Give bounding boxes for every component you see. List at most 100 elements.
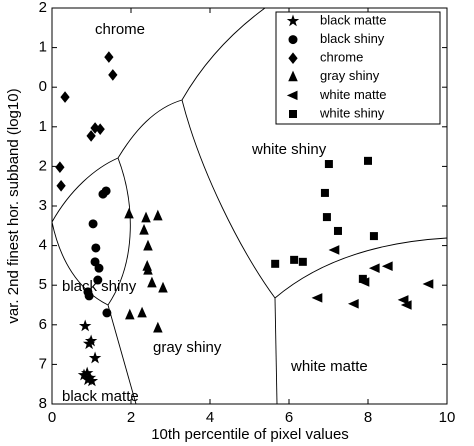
- marker: [88, 219, 98, 229]
- marker: [84, 291, 94, 301]
- marker: [289, 110, 297, 118]
- marker: [288, 70, 298, 82]
- legend-box: [275, 11, 441, 125]
- legend-label: chrome: [320, 50, 363, 65]
- boundary: [107, 304, 137, 405]
- marker: [400, 300, 412, 310]
- marker: [286, 90, 298, 101]
- boundary: [51, 157, 119, 223]
- marker: [139, 223, 149, 235]
- region-label: black shiny: [62, 278, 137, 295]
- marker: [153, 209, 163, 221]
- marker: [101, 186, 111, 196]
- region-label: white shiny: [251, 141, 327, 158]
- marker: [147, 276, 157, 288]
- y-tick-label: 2: [39, 0, 47, 16]
- marker: [86, 130, 96, 142]
- marker: [422, 279, 434, 289]
- decision-boundaries: [51, 7, 448, 405]
- region-label: gray shiny: [153, 339, 222, 356]
- marker: [94, 263, 104, 273]
- region-label: white matte: [290, 358, 368, 375]
- marker: [95, 123, 105, 135]
- legend-label: white matte: [319, 87, 386, 102]
- marker: [143, 239, 153, 251]
- marker: [153, 321, 163, 333]
- y-tick-label: 8: [39, 395, 47, 412]
- marker: [288, 52, 298, 65]
- boundary: [181, 7, 266, 101]
- marker: [125, 308, 135, 320]
- marker: [91, 243, 101, 253]
- marker: [56, 180, 66, 192]
- marker: [324, 160, 333, 169]
- y-tick-label: 5: [39, 276, 47, 293]
- marker: [290, 255, 299, 264]
- marker: [271, 259, 280, 268]
- marker: [108, 69, 118, 81]
- marker: [104, 51, 114, 63]
- marker: [322, 213, 331, 222]
- marker: [368, 263, 380, 273]
- boundary: [274, 297, 278, 405]
- marker: [137, 306, 147, 318]
- marker: [286, 14, 300, 27]
- marker: [358, 274, 367, 283]
- x-tick-label: 8: [364, 409, 372, 426]
- marker: [397, 295, 409, 305]
- marker: [141, 211, 151, 223]
- y-tick-label: 6: [39, 316, 47, 333]
- marker: [369, 232, 378, 241]
- marker: [124, 207, 134, 219]
- x-tick-label: 10: [439, 409, 456, 426]
- y-tick-label: 2: [39, 157, 47, 174]
- legend-label: gray shiny: [320, 68, 380, 83]
- region-label: chrome: [95, 21, 145, 38]
- legend-label: black shiny: [320, 31, 385, 46]
- marker: [82, 337, 96, 350]
- marker: [102, 308, 112, 318]
- marker: [333, 226, 342, 235]
- legend-label: black matte: [320, 12, 386, 27]
- y-axis-label: var. 2nd finest hor. subband (log10): [5, 88, 22, 323]
- boundary: [117, 99, 183, 159]
- x-tick-label: 6: [285, 409, 293, 426]
- y-tick-label: 4: [39, 237, 47, 254]
- region-label: black matte: [62, 388, 139, 405]
- legend: black matte black shiny chrome gray shiny wh…: [275, 11, 441, 125]
- y-tick-label: 1: [39, 118, 47, 135]
- y-tick-label: 0: [39, 78, 47, 95]
- legend-label: white shiny: [319, 105, 385, 120]
- boundary: [51, 221, 109, 306]
- marker: [158, 281, 168, 293]
- marker: [328, 245, 340, 255]
- marker: [381, 261, 393, 271]
- marker: [90, 257, 100, 267]
- marker: [288, 35, 298, 45]
- boundary: [181, 99, 276, 299]
- marker: [320, 188, 329, 197]
- marker: [77, 368, 91, 381]
- y-tick-label: 7: [39, 355, 47, 372]
- marker: [60, 91, 70, 103]
- x-tick-label: 2: [127, 409, 135, 426]
- marker: [93, 275, 103, 285]
- boundary: [274, 237, 448, 299]
- y-tick-label: 3: [39, 197, 47, 214]
- marker: [55, 161, 65, 173]
- marker: [347, 299, 359, 309]
- x-tick-label: 4: [206, 409, 214, 426]
- marker: [81, 373, 95, 386]
- boundary: [107, 157, 131, 306]
- x-axis-label: 10th percentile of pixel values: [151, 426, 349, 443]
- marker: [78, 319, 92, 332]
- y-tick-label: 1: [39, 39, 47, 56]
- marker: [298, 257, 307, 266]
- marker: [143, 263, 153, 275]
- x-tick-label: 0: [48, 409, 56, 426]
- marker: [311, 293, 323, 303]
- marker: [88, 351, 102, 364]
- marker: [364, 156, 372, 165]
- marker: [90, 122, 100, 134]
